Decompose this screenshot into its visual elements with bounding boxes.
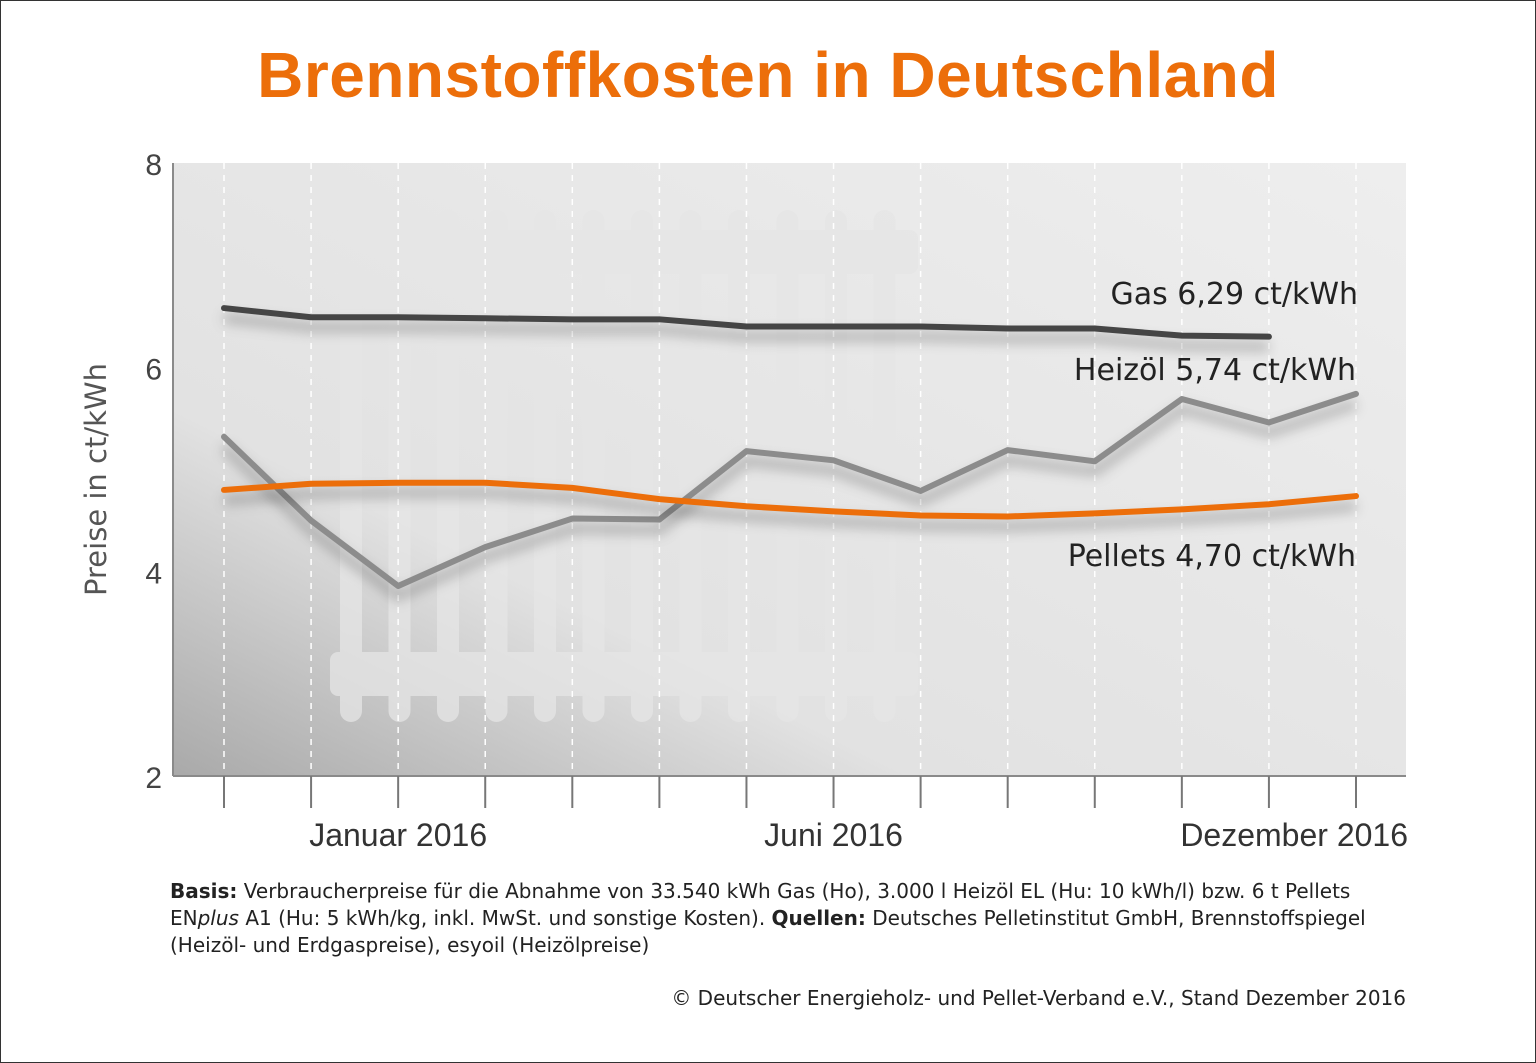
series-lines: [220, 305, 1359, 602]
y-tick-label: 4: [145, 558, 162, 591]
basis-plus: plus: [197, 906, 239, 930]
x-tick-label: Juni 2016: [764, 817, 903, 853]
radiator-fin: [582, 210, 605, 722]
series-value: 6,29 ct/kWh: [1177, 277, 1358, 312]
series-name: Heizöl: [1074, 353, 1175, 388]
radiator-fin: [340, 210, 362, 722]
series-shadow: [223, 313, 1269, 352]
radiator-fin: [631, 210, 653, 722]
radiator-valve: [282, 240, 332, 262]
chart-title: Brennstoffkosten in Deutschland: [257, 39, 1279, 111]
radiator-bottom-bar: [330, 652, 918, 696]
radiator-fin: [679, 210, 702, 722]
basis-text: Verbraucherpreise für die Abnahme von 33…: [170, 879, 1351, 930]
copyright-note: © Deutscher Energieholz- und Pellet-Verb…: [671, 986, 1406, 1010]
y-tick-label: 8: [145, 149, 162, 182]
basis-note: Basis: Verbraucherpreise für die Abnahme…: [170, 878, 1420, 959]
basis-label: Basis:: [170, 879, 238, 903]
y-tick-label: 2: [145, 762, 162, 795]
series-value: 5,74 ct/kWh: [1175, 353, 1356, 388]
sources-label: Quellen:: [771, 906, 866, 930]
y-axis-title: Preise in ct/kWh: [79, 363, 113, 596]
series-line-pellets: [221, 479, 1359, 520]
radiator-fin: [437, 210, 459, 722]
radiator-fin: [534, 210, 556, 722]
basis-text-2: A1 (Hu: 5 kWh/kg, inkl. MwSt. und sonsti…: [238, 906, 772, 930]
axes: 2 4 6 8 Preise in ct/kWh Januar 2016 Juni 2016…: [79, 149, 1408, 853]
radiator-fin: [485, 210, 508, 722]
series-name: Gas: [1110, 277, 1177, 312]
radiator-fin: [388, 210, 411, 722]
series-value: 4,70 ct/kWh: [1175, 539, 1356, 574]
series-labels: Gas 6,29 ct/kWh Heizöl 5,74 ct/kWh Pellets…: [1068, 277, 1358, 574]
series-line-gas: [221, 305, 1272, 340]
x-tick-label: Januar 2016: [309, 817, 487, 853]
series-shadow: [220, 399, 1358, 602]
y-tick-label: 6: [145, 353, 162, 386]
series-name: Pellets: [1068, 539, 1176, 574]
series-line-heizöl: [221, 390, 1359, 589]
sources-text: Deutsches Pelletinstitut GmbH, Brennstof…: [170, 906, 1366, 957]
series-shadow: [223, 487, 1357, 532]
radiator-fin: [873, 210, 896, 722]
series-label-gas: Gas 6,29 ct/kWh: [1110, 277, 1358, 312]
radiator-top-bar: [330, 230, 918, 274]
x-tick-label: Dezember 2016: [1180, 817, 1408, 853]
series-label-heizöl: Heizöl 5,74 ct/kWh: [1074, 353, 1356, 388]
series-label-pellets: Pellets 4,70 ct/kWh: [1068, 539, 1356, 574]
